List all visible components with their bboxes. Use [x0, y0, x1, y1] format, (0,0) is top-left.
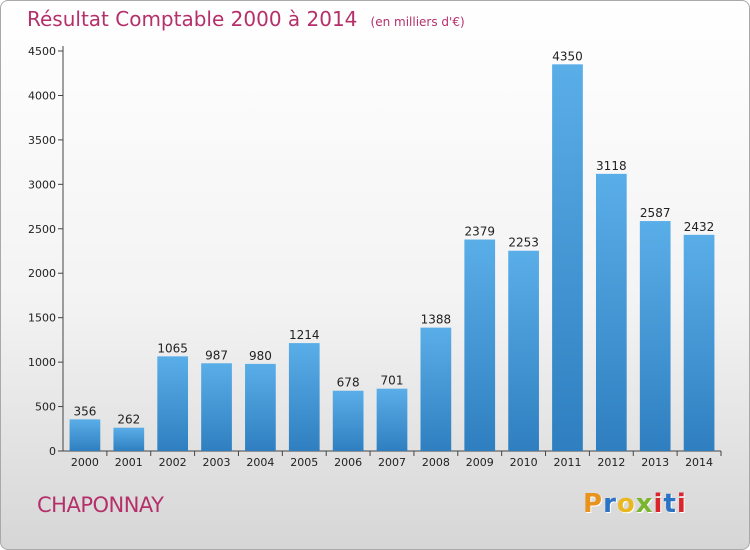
brand-letter: i: [676, 489, 687, 519]
y-tick-label: 3000: [28, 178, 56, 191]
bar: [552, 64, 583, 452]
data-label: 2253: [508, 236, 539, 250]
x-tick-label: 2014: [685, 456, 713, 469]
data-labels: 356 262 1065 987 980 1214 678 701 1388 2379 2253 43…: [73, 49, 714, 426]
y-tick-label: 2500: [28, 223, 56, 236]
title-row: Résultat Comptable 2000 à 2014 (en milli…: [27, 7, 465, 31]
data-label: 987: [205, 348, 228, 362]
y-tick-label: 3500: [28, 134, 56, 147]
x-tick-label: 2009: [466, 456, 494, 469]
data-label: 262: [117, 413, 140, 427]
x-tick-label: 2000: [71, 456, 99, 469]
town-name: CHAPONNAY: [37, 493, 164, 517]
bar: [595, 173, 627, 451]
bar: [157, 356, 189, 451]
x-tick-label: 2002: [159, 456, 187, 469]
brand-letter: o: [616, 489, 636, 519]
data-label: 1388: [421, 313, 452, 327]
y-tick-label: 4500: [28, 45, 56, 58]
data-label: 1214: [289, 328, 320, 342]
x-tick-label: 2001: [115, 456, 143, 469]
data-label: 356: [73, 404, 96, 418]
brand-letter: i: [653, 489, 664, 519]
bar: [201, 363, 232, 451]
data-label: 4350: [552, 49, 583, 63]
data-label: 2587: [640, 206, 671, 220]
brand-logo: Proxiti: [583, 489, 687, 519]
bar: [245, 363, 276, 451]
bar: [376, 388, 408, 451]
brand-letter: P: [583, 489, 604, 519]
bar: [332, 390, 364, 451]
bars: [69, 64, 715, 452]
data-label: 3118: [596, 159, 627, 173]
x-tick-label: 2006: [334, 456, 362, 469]
axes: 0 500 1000 1500 2000 2500 3000 3500 4000 4500 2000…: [28, 45, 722, 469]
x-tick-label: 2005: [290, 456, 318, 469]
brand-letter: t: [663, 489, 677, 519]
bar: [288, 343, 320, 451]
brand-letter: r: [603, 489, 617, 519]
chart-unit: (en milliers d'€): [370, 15, 465, 29]
brand-letter: x: [635, 489, 654, 519]
y-tick-label: 1000: [28, 356, 56, 369]
x-tick-label: 2004: [246, 456, 274, 469]
bar: [69, 419, 101, 451]
chart-title: Résultat Comptable 2000 à 2014: [27, 7, 358, 31]
x-tick-label: 2008: [422, 456, 450, 469]
bar: [420, 327, 452, 451]
x-tick-label: 2007: [378, 456, 406, 469]
y-tick-label: 0: [49, 445, 56, 458]
data-label: 2432: [684, 220, 715, 234]
bar: [639, 221, 671, 451]
y-tick-label: 1500: [28, 312, 56, 325]
data-label: 980: [249, 349, 272, 363]
bar: [464, 239, 496, 451]
x-tick-label: 2013: [641, 456, 669, 469]
data-label: 1065: [157, 341, 188, 355]
x-tick-label: 2003: [203, 456, 231, 469]
x-tick-label: 2012: [597, 456, 625, 469]
data-label: 2379: [464, 225, 495, 239]
x-tick-label: 2011: [553, 456, 581, 469]
y-tick-label: 2000: [28, 267, 56, 280]
y-tick-label: 4000: [28, 89, 56, 102]
bar: [508, 250, 539, 451]
bar: [113, 427, 145, 451]
data-label: 678: [337, 376, 360, 390]
bar: [683, 234, 715, 451]
x-tick-label: 2010: [510, 456, 538, 469]
data-label: 701: [381, 374, 404, 388]
y-tick-label: 500: [35, 401, 56, 414]
